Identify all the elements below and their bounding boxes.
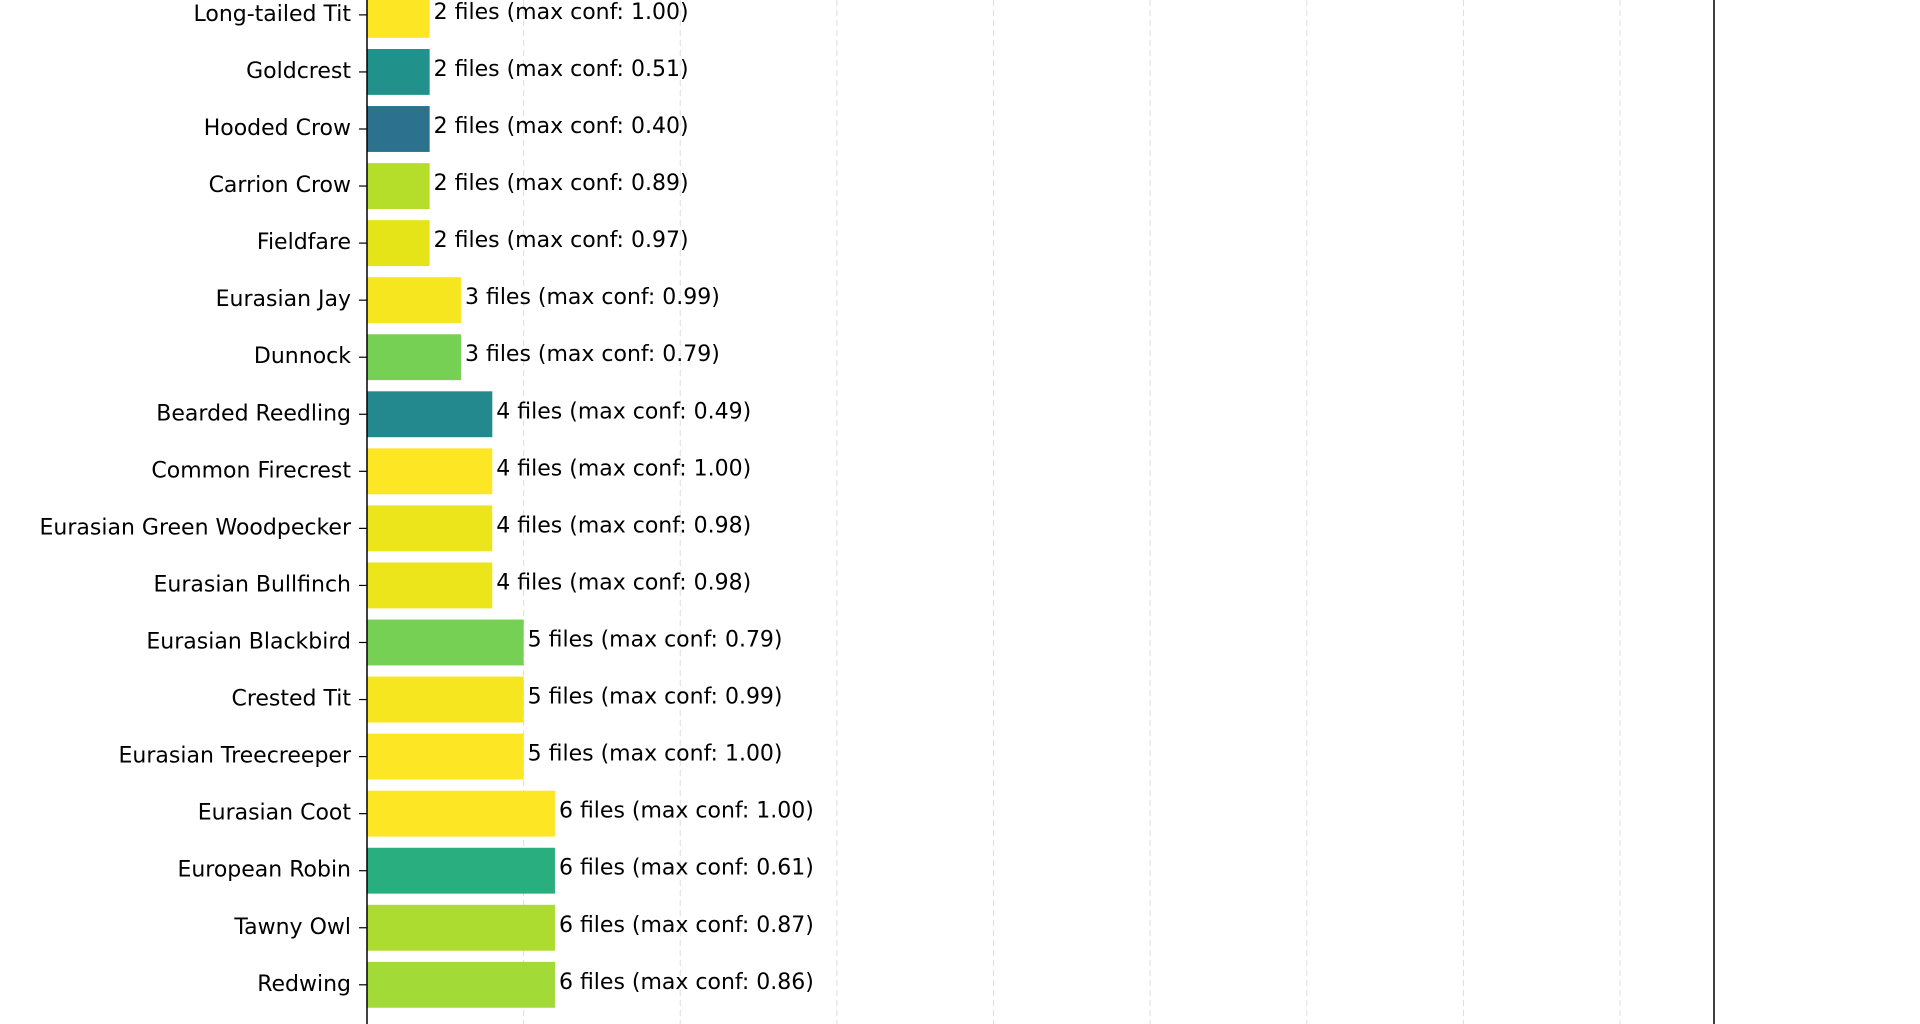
- value-label: 2 files (max conf: 0.97): [434, 228, 689, 253]
- value-label: 2 files (max conf: 0.40): [434, 114, 689, 139]
- value-label: 5 files (max conf: 0.79): [528, 627, 783, 652]
- bar: [367, 961, 555, 1008]
- bar: [367, 163, 430, 209]
- bar: [367, 48, 430, 95]
- y-tick-label: Hooded Crow: [204, 116, 351, 141]
- value-label: 6 files (max conf: 0.86): [559, 970, 814, 995]
- y-tick-label: European Robin: [177, 858, 351, 883]
- bar: [367, 733, 524, 780]
- y-tick-label: Eurasian Treecreeper: [119, 744, 352, 769]
- value-label: 5 files (max conf: 0.99): [528, 685, 783, 710]
- bar: [367, 562, 493, 609]
- value-label: 4 files (max conf: 0.49): [496, 399, 751, 424]
- y-tick-label: Redwing: [257, 972, 351, 997]
- y-tick-label: Dunnock: [254, 344, 351, 369]
- bar: [367, 676, 524, 723]
- bar: [367, 277, 461, 324]
- value-label: 2 files (max conf: 0.89): [434, 171, 689, 196]
- bar: [367, 0, 430, 38]
- y-tick-label: Eurasian Coot: [198, 801, 352, 826]
- bar: [367, 106, 430, 152]
- value-label: 3 files (max conf: 0.79): [465, 342, 720, 367]
- bar: [367, 619, 524, 666]
- value-label: 5 files (max conf: 1.00): [528, 742, 783, 767]
- value-label: 6 files (max conf: 1.00): [559, 799, 814, 824]
- y-tick-label: Crested Tit: [231, 687, 351, 712]
- y-tick-label: Eurasian Bullfinch: [154, 572, 351, 597]
- bar: [367, 334, 461, 381]
- y-tick-label: Fieldfare: [257, 230, 351, 255]
- value-label: 2 files (max conf: 0.51): [434, 57, 689, 82]
- value-label: 6 files (max conf: 0.87): [559, 913, 814, 938]
- value-label: 6 files (max conf: 0.61): [559, 856, 814, 881]
- value-label: 4 files (max conf: 0.98): [496, 570, 751, 595]
- bar: [367, 448, 493, 495]
- bar: [367, 790, 555, 837]
- value-label: 2 files (max conf: 1.00): [434, 0, 689, 25]
- bar: [367, 391, 493, 438]
- y-tick-label: Eurasian Jay: [216, 287, 351, 312]
- y-tick-label: Eurasian Green Woodpecker: [40, 515, 352, 540]
- y-tick-label: Eurasian Blackbird: [146, 629, 351, 654]
- bar: [367, 847, 555, 894]
- y-tick-label: Long-tailed Tit: [193, 2, 351, 27]
- value-label: 3 files (max conf: 0.99): [465, 285, 720, 310]
- value-label: 4 files (max conf: 1.00): [496, 456, 751, 481]
- y-tick-label: Bearded Reedling: [156, 401, 351, 426]
- y-tick-label: Goldcrest: [246, 59, 351, 84]
- y-tick-label: Carrion Crow: [209, 173, 351, 198]
- y-tick-label: Common Firecrest: [151, 458, 351, 483]
- bar: [367, 505, 493, 552]
- bar: [367, 220, 430, 267]
- y-tick-label: Tawny Owl: [233, 915, 351, 940]
- value-label: 4 files (max conf: 0.98): [496, 513, 751, 538]
- bar: [367, 904, 555, 951]
